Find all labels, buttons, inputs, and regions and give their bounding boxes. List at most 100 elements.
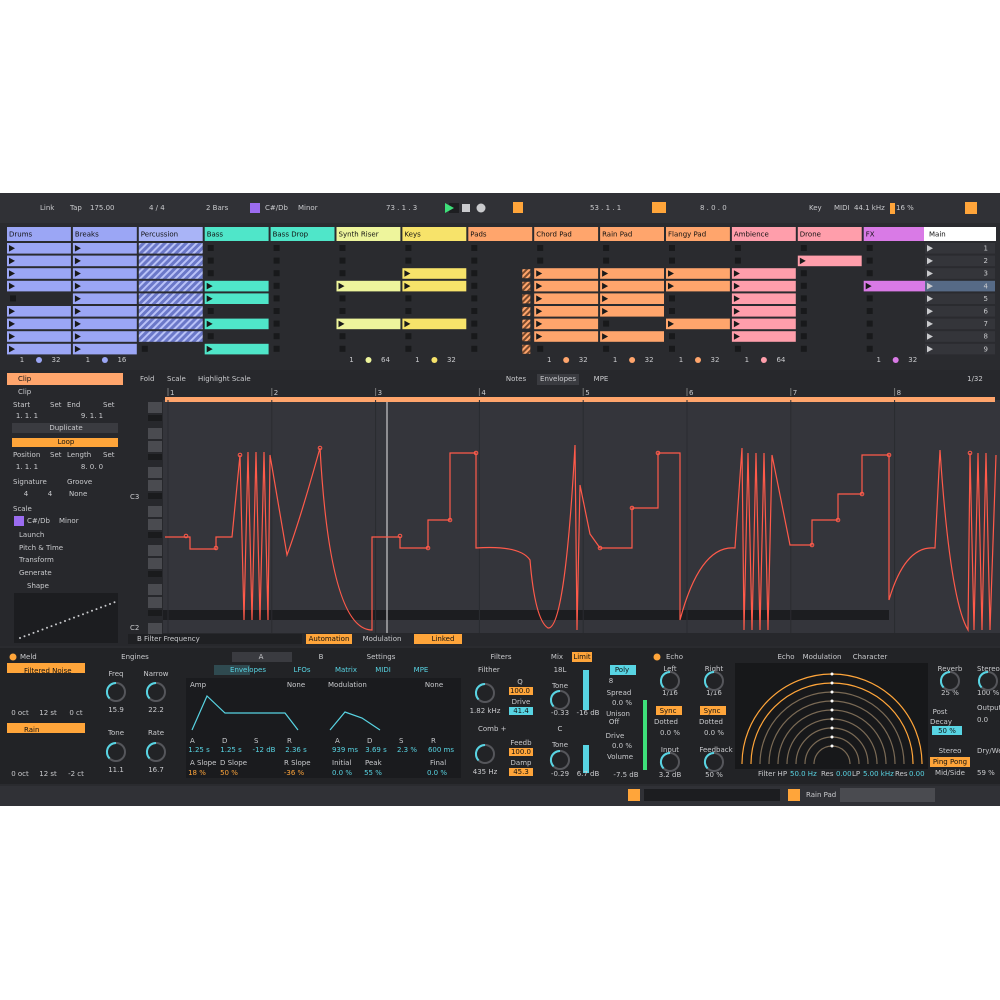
clip-launch[interactable] xyxy=(602,308,609,315)
breakpoint[interactable] xyxy=(809,542,815,548)
clip[interactable] xyxy=(731,293,796,304)
device-power[interactable] xyxy=(9,653,17,661)
envelope-chooser[interactable] xyxy=(128,634,302,644)
clip-stop[interactable] xyxy=(405,245,412,251)
clip-stop[interactable] xyxy=(471,320,478,327)
clip-stop[interactable] xyxy=(207,333,214,340)
clip-stop[interactable] xyxy=(734,345,741,352)
loop-button[interactable] xyxy=(652,202,666,213)
clip-stop[interactable] xyxy=(471,308,478,314)
clip-launch[interactable] xyxy=(74,270,81,277)
clip-stop[interactable] xyxy=(339,257,346,264)
scene-launch[interactable] xyxy=(927,245,933,252)
clip[interactable] xyxy=(600,268,664,279)
track-header[interactable] xyxy=(72,227,137,241)
engine-tab[interactable] xyxy=(232,652,292,662)
clip-launch[interactable] xyxy=(668,270,674,277)
clip[interactable] xyxy=(402,268,467,279)
clip[interactable] xyxy=(138,306,203,317)
clip-stop[interactable] xyxy=(273,282,280,289)
clip-stop[interactable] xyxy=(273,345,280,352)
clip-stop[interactable] xyxy=(273,270,280,277)
clip-launch[interactable] xyxy=(9,270,15,277)
clip-launch[interactable] xyxy=(733,333,740,340)
scene-launch[interactable] xyxy=(927,345,933,353)
clip-stop[interactable] xyxy=(800,295,807,302)
breakpoint[interactable] xyxy=(597,545,603,551)
clip-stop[interactable] xyxy=(603,245,610,251)
scene-launch[interactable] xyxy=(927,295,933,302)
clip[interactable] xyxy=(534,280,599,292)
breakpoint[interactable] xyxy=(967,450,973,456)
clip[interactable] xyxy=(731,280,796,292)
clip-stop[interactable] xyxy=(537,345,544,352)
clip-stop[interactable] xyxy=(207,245,214,251)
clip-launch[interactable] xyxy=(865,282,872,290)
breakpoint[interactable] xyxy=(397,533,403,539)
clip-stop[interactable] xyxy=(734,257,741,264)
sync-right[interactable] xyxy=(700,706,726,715)
track-header[interactable] xyxy=(204,227,269,241)
clip-stop[interactable] xyxy=(471,295,478,302)
clip-stop[interactable] xyxy=(471,270,478,277)
clip[interactable] xyxy=(72,280,137,292)
clip[interactable] xyxy=(600,280,664,292)
clip-stop[interactable] xyxy=(471,333,478,340)
breakpoint[interactable] xyxy=(237,452,243,458)
scene-launch[interactable] xyxy=(927,270,933,277)
clip[interactable] xyxy=(600,306,664,317)
loop-brace[interactable] xyxy=(165,397,995,402)
clip-launch[interactable] xyxy=(602,333,609,340)
clip-stop[interactable] xyxy=(339,308,346,314)
sync-left[interactable] xyxy=(656,706,682,715)
track-header[interactable] xyxy=(336,227,401,241)
clip-stop[interactable] xyxy=(537,245,544,251)
clip-launch[interactable] xyxy=(9,320,15,328)
clip-stop[interactable] xyxy=(669,295,675,302)
arm-button[interactable] xyxy=(513,202,523,213)
linked-button[interactable] xyxy=(414,634,462,644)
device-power[interactable] xyxy=(653,653,661,661)
breakpoint[interactable] xyxy=(629,505,635,511)
status-icon[interactable] xyxy=(788,789,800,801)
clip-launch[interactable] xyxy=(338,320,345,328)
track-header[interactable] xyxy=(7,227,71,241)
clip-stop[interactable] xyxy=(800,333,807,340)
clip-stop[interactable] xyxy=(800,320,807,327)
clip-stop[interactable] xyxy=(471,257,478,264)
clip-stop[interactable] xyxy=(669,333,675,340)
clip-launch[interactable] xyxy=(536,282,543,290)
clip[interactable] xyxy=(204,280,269,292)
clip-stop[interactable] xyxy=(866,245,873,251)
clip-launch[interactable] xyxy=(733,320,740,328)
poly-button[interactable] xyxy=(610,665,636,675)
clip-launch[interactable] xyxy=(74,295,81,302)
clip[interactable] xyxy=(138,331,203,342)
env-tab[interactable] xyxy=(214,665,250,675)
clip[interactable] xyxy=(534,306,599,317)
clip-stop[interactable] xyxy=(405,345,412,352)
clip-launch[interactable] xyxy=(602,282,609,290)
clip[interactable] xyxy=(138,318,203,330)
breakpoint[interactable] xyxy=(835,517,841,523)
automation-button[interactable] xyxy=(306,634,352,644)
clip-launch[interactable] xyxy=(74,320,81,328)
track-header[interactable] xyxy=(666,227,730,241)
scene[interactable] xyxy=(925,306,995,317)
scene-launch[interactable] xyxy=(927,320,933,328)
clip-stop[interactable] xyxy=(273,320,280,327)
scene-launch[interactable] xyxy=(927,333,933,340)
clip[interactable] xyxy=(72,243,137,254)
clip-stop[interactable] xyxy=(866,257,873,264)
breakpoint[interactable] xyxy=(213,545,219,551)
clip-stop[interactable] xyxy=(339,270,346,277)
clip-launch[interactable] xyxy=(74,257,81,265)
main-header[interactable] xyxy=(924,227,996,241)
track-header[interactable] xyxy=(863,227,928,241)
clip-stop[interactable] xyxy=(603,320,610,327)
clip-stop[interactable] xyxy=(669,257,675,264)
clip-launch[interactable] xyxy=(74,308,81,315)
clip[interactable] xyxy=(138,255,203,267)
clip[interactable] xyxy=(138,280,203,292)
clip-launch[interactable] xyxy=(74,282,81,290)
